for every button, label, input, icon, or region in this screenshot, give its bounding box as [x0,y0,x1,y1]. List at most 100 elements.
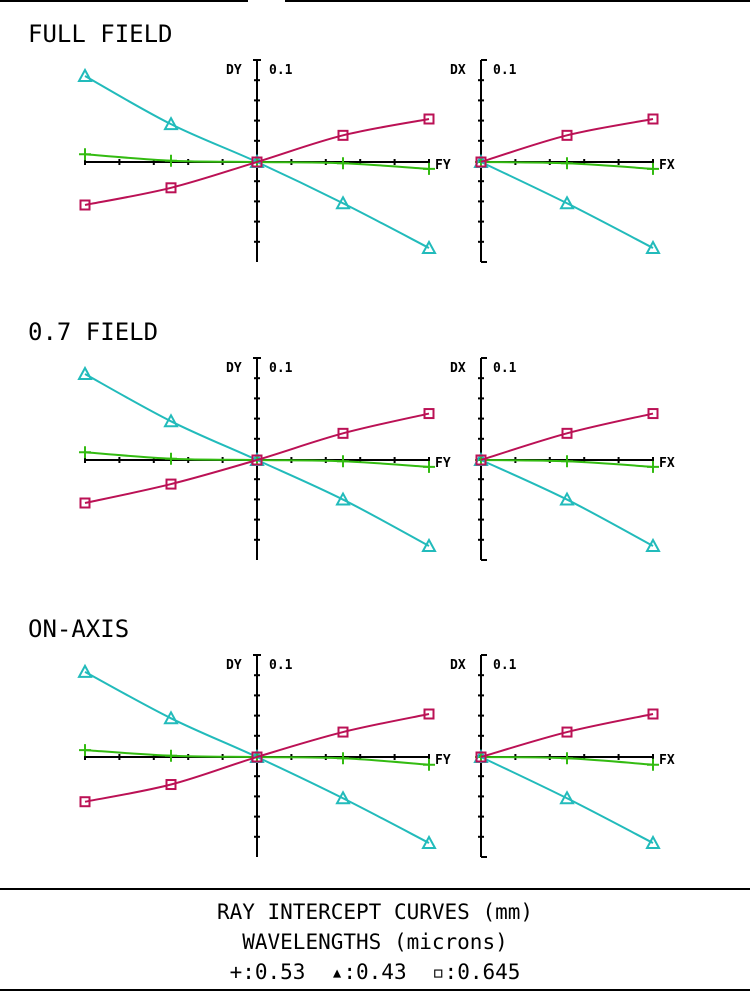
sagittal-3-ylabel: DX [450,658,466,673]
tangential-2-xlabel: FY [435,456,451,471]
sagittal-1-series-line-0.43 [480,161,654,249]
tangential-3-data-point-0.53 [79,744,91,757]
sagittal-3-data-point-0.43 [559,790,575,805]
tangential-2-ylabel: DY [226,361,242,376]
tangential-2-series-line-0.645 [84,412,430,504]
sagittal-3-series-line-0.43 [480,756,654,844]
tangential-3-data-point-0.645 [337,726,349,738]
sagittal-3-xlabel: FX [659,753,675,768]
tangential-3-data-point-0.645 [165,779,177,791]
sagittal-3-data-point-0.645 [647,708,659,720]
tangential-1-data-point-0.53 [79,148,91,161]
sagittal-2-xlabel: FX [659,456,675,471]
sagittal-1-ylabel: DX [450,63,466,78]
sagittal-3-data-point-0.53 [561,752,573,765]
tangential-1-data-point-0.645 [79,199,91,211]
tangential-2-data-point-0.43 [421,537,437,552]
sagittal-2-data-point-0.53 [561,455,573,468]
sagittal-1-series-line-0.645 [480,118,654,163]
sagittal-3-data-point-0.53 [647,758,659,771]
footer-subtitle: WAVELENGTHS (microns) [242,930,508,954]
tangential-2-data-point-0.645 [79,497,91,509]
tangential-1-data-point-0.645 [251,156,263,168]
tangential-3-xlabel: FY [435,753,451,768]
sagittal-2-data-point-0.43 [645,537,661,552]
tangential-2-data-point-0.645 [337,427,349,439]
tangential-2-data-point-0.53 [79,446,91,459]
tangential-1-data-point-0.53 [165,154,177,167]
tangential-1-data-point-0.43 [163,116,179,131]
tangential-1-ylabel: DY [226,63,242,78]
tangential-3-data-point-0.645 [251,751,263,763]
sagittal-2-data-point-0.43 [559,491,575,506]
tangential-2-data-point-0.53 [165,452,177,465]
legend-item-red-square: ▫:0.645 [431,960,521,984]
field-plot-3: ON-AXIS DY 0.1 FY DX 0.1 FX [28,615,675,858]
sagittal-2-series-line-0.43 [480,459,654,547]
sagittal-3-data-point-0.645 [475,751,487,763]
sagittal-1-xlabel: FX [659,158,675,173]
tangential-3-data-point-0.645 [79,796,91,808]
tangential-1-data-point-0.645 [337,129,349,141]
plots-layer: FULL FIELD DY 0.1 FY DX 0.1 FX 0.7 FIELD DY 0.1 FY… [28,20,675,858]
tangential-2-data-point-0.43 [335,491,351,506]
tangential-3-data-point-0.53 [337,752,349,765]
tangential-2-data-point-0.645 [251,454,263,466]
sagittal-1-data-point-0.645 [475,156,487,168]
sagittal-2-ylabel: DX [450,361,466,376]
wavelength-legend: +:0.53 ▴:0.43 ▫:0.645 [0,960,750,984]
tangential-1-data-point-0.53 [423,162,435,175]
tangential-3-ylabel: DY [226,658,242,673]
tangential-2-data-point-0.43 [77,365,93,380]
tangential-3-data-point-0.43 [421,834,437,849]
tangential-1-data-point-0.43 [335,195,351,210]
tangential-1-data-point-0.53 [337,157,349,170]
sagittal-3-data-point-0.43 [645,834,661,849]
tangential-2-data-point-0.53 [423,460,435,473]
sagittal-3-scale-label: 0.1 [493,658,517,673]
tangential-1-data-point-0.43 [421,239,437,254]
footer-title: RAY INTERCEPT CURVES (mm) [216,900,534,924]
tangential-2-data-point-0.645 [423,408,435,420]
sagittal-1-data-point-0.53 [561,157,573,170]
sagittal-2-data-point-0.53 [647,460,659,473]
tangential-3-data-point-0.43 [335,790,351,805]
tangential-1-data-point-0.645 [423,113,435,125]
tangential-3-data-point-0.53 [165,749,177,762]
field-title-2: 0.7 FIELD [28,318,158,346]
tangential-1-data-point-0.43 [77,67,93,82]
tangential-1-xlabel: FY [435,158,451,173]
sagittal-1-data-point-0.53 [647,162,659,175]
field-title-1: FULL FIELD [28,20,173,48]
tangential-3-data-point-0.53 [423,758,435,771]
tangential-1-data-point-0.645 [165,182,177,194]
field-plot-1: FULL FIELD DY 0.1 FY DX 0.1 FX [28,20,675,263]
tangential-3-data-point-0.43 [77,663,93,678]
sagittal-3-data-point-0.645 [561,726,573,738]
sagittal-2-data-point-0.645 [561,427,573,439]
sagittal-2-series-line-0.645 [480,412,654,461]
sagittal-1-scale-label: 0.1 [493,63,517,78]
sagittal-2-data-point-0.645 [647,408,659,420]
sagittal-1-data-point-0.43 [645,239,661,254]
tangential-2-data-point-0.645 [165,478,177,490]
tangential-3-series-line-0.645 [84,713,430,803]
field-title-3: ON-AXIS [28,615,129,643]
legend-item-green-plus: +:0.53 [229,960,306,984]
sagittal-1-data-point-0.645 [561,129,573,141]
sagittal-3-series-line-0.645 [480,713,654,758]
sagittal-2-scale-label: 0.1 [493,361,517,376]
sagittal-2-data-point-0.645 [475,454,487,466]
tangential-2-data-point-0.53 [337,455,349,468]
field-plot-2: 0.7 FIELD DY 0.1 FY DX 0.1 FX [28,318,675,561]
tangential-3-data-point-0.645 [423,708,435,720]
sagittal-1-data-point-0.43 [559,195,575,210]
tangential-1-series-line-0.645 [84,118,430,206]
legend-item-cyan-triangle: ▴:0.43 [330,960,407,984]
tangential-2-data-point-0.43 [163,413,179,428]
tangential-3-scale-label: 0.1 [269,658,293,673]
sagittal-1-data-point-0.645 [647,113,659,125]
tangential-2-scale-label: 0.1 [269,361,293,376]
tangential-3-data-point-0.43 [163,710,179,725]
